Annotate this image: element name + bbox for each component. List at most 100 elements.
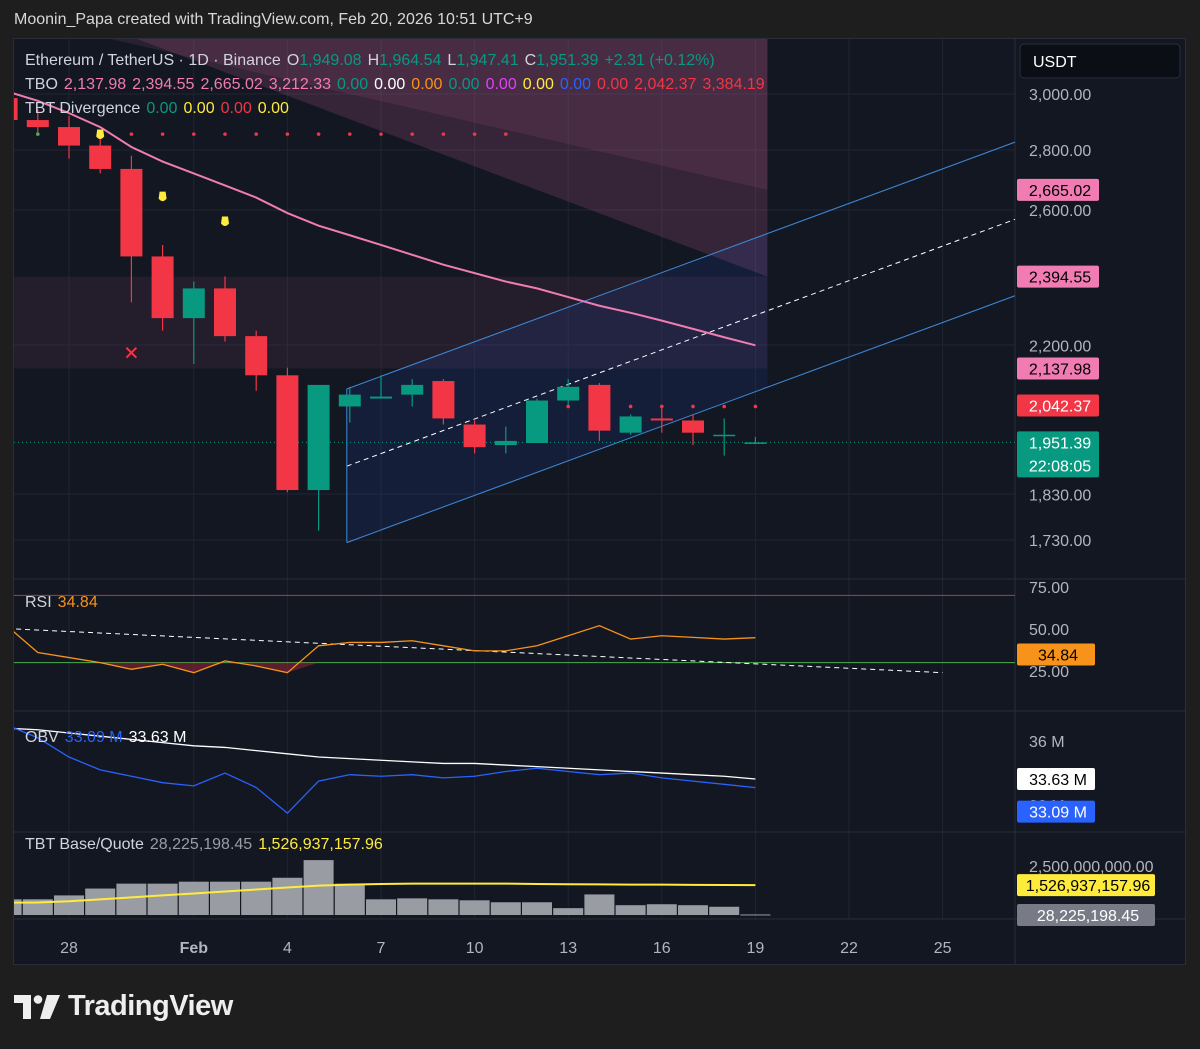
time-axis-label: 19 — [747, 940, 765, 957]
tbo-legend-value: 0.00 — [448, 76, 479, 93]
candle-body — [89, 145, 112, 169]
rsi-legend: RSI 34.84 — [25, 594, 98, 611]
rsi-line — [14, 624, 756, 674]
tradingview-brand: TradingView — [68, 990, 233, 1022]
candle-body — [463, 424, 486, 448]
volume-bar — [646, 904, 677, 915]
price-tag-label: 1,526,937,157.96 — [1026, 878, 1151, 895]
candle-body — [370, 396, 392, 399]
tbo-legend-value: TBO — [25, 76, 58, 93]
candle-body — [619, 416, 642, 433]
signal-dot — [660, 404, 664, 409]
tbo-legend-value: 0.00 — [411, 76, 442, 93]
tbo-legend-value: 0.00 — [560, 76, 591, 93]
divergence-legend-value: 0.00 — [146, 100, 177, 117]
tbo-ma-line — [14, 92, 756, 347]
volume-bar — [490, 902, 521, 915]
signal-dot — [504, 132, 508, 136]
volume-bar — [366, 899, 396, 915]
divergence-marker — [158, 191, 167, 202]
price-tag-label: 2,137.98 — [1029, 361, 1091, 378]
chart-credit: Moonin_Papa created with TradingView.com… — [14, 11, 533, 28]
candle-body — [151, 256, 174, 319]
chart-canvas[interactable]: 3,000.00 2,800.00 2,600.00 2,200.00 1,830.00… — [14, 39, 1186, 965]
rsi-legend-value: 34.84 — [58, 594, 98, 611]
volume-legend-value: TBT Base/Quote — [25, 836, 144, 853]
chart-panel[interactable]: 3,000.00 2,800.00 2,600.00 2,200.00 1,830.00… — [13, 38, 1186, 965]
volume-ma-line — [14, 882, 756, 904]
main-legend-value: H — [368, 52, 380, 69]
price-axis-label: 1,730.00 — [1029, 533, 1091, 550]
signal-dot — [691, 404, 695, 409]
tbo-cloud-upper — [14, 39, 768, 277]
regression-channel-mid — [346, 218, 1016, 467]
currency-box[interactable] — [1019, 43, 1181, 79]
rsi-axis-label: 50.00 — [1029, 622, 1069, 639]
price-tag-label: 1,951.39 — [1029, 435, 1091, 452]
main-legend-value: L — [447, 52, 456, 69]
candle-body — [557, 386, 580, 401]
main-legend-value: C — [525, 52, 537, 69]
regression-channel-fill — [346, 233, 768, 543]
signal-dot — [348, 132, 352, 136]
tbo-legend-value: 2,665.02 — [200, 76, 262, 93]
volume-bar — [14, 899, 22, 915]
signal-dot — [722, 404, 726, 409]
signal-dot — [628, 404, 633, 409]
candle-body — [14, 98, 18, 121]
candle-body — [26, 120, 49, 128]
volume-bar — [615, 905, 646, 915]
price-tag — [1017, 904, 1155, 926]
signal-dot — [285, 132, 290, 136]
candle-body — [401, 384, 424, 395]
divergence-x-marker — [125, 346, 138, 359]
divergence-legend-value: 0.00 — [221, 100, 252, 117]
tradingview-logo-icon — [14, 994, 60, 1019]
obv-line — [14, 727, 756, 815]
volume-bar — [54, 895, 84, 915]
signal-dot — [441, 132, 446, 136]
main-legend-value: 1,947.41 — [456, 52, 518, 69]
divergence-marker — [221, 216, 229, 226]
rsi-axis-label: 25.00 — [1029, 664, 1069, 681]
candle-body — [526, 400, 548, 444]
time-axis-label: 13 — [559, 940, 577, 957]
rsi-legend-value: RSI — [25, 594, 52, 611]
signal-dot — [160, 132, 165, 136]
price-axis-label: 1,830.00 — [1029, 487, 1091, 504]
price-tag — [1017, 800, 1095, 823]
price-tag — [1017, 178, 1099, 201]
price-tag — [1017, 643, 1095, 666]
obv-legend-value: 33.63 M — [129, 729, 187, 746]
signal-dot — [36, 132, 40, 136]
time-axis-label: Feb — [180, 940, 209, 957]
volume-legend-value: 1,526,937,157.96 — [258, 836, 383, 853]
tbo-legend-value: 3,384.19 — [702, 76, 764, 93]
tbo-legend-value: 2,394.55 — [132, 76, 194, 93]
obv-legend: OBV 33.09 M 33.63 M — [25, 729, 186, 746]
tbo-legend-value: 0.00 — [523, 76, 554, 93]
time-axis-label: 28 — [60, 940, 78, 957]
time-axis-label: 22 — [840, 940, 858, 957]
tbo-legend-value: 0.00 — [597, 76, 628, 93]
volume-bar — [210, 881, 240, 915]
rsi-trendline — [14, 628, 943, 674]
time-axis-label: 25 — [934, 940, 952, 957]
volume-bar — [522, 902, 552, 915]
tbo-cloud-lower — [14, 39, 768, 190]
candle-body — [338, 394, 361, 407]
volume-bar — [740, 914, 771, 916]
candle-body — [494, 440, 517, 446]
signal-dot — [597, 404, 602, 409]
volume-bar — [147, 883, 178, 915]
volume-bar — [709, 906, 740, 915]
candle-body — [276, 375, 299, 491]
candle-body — [432, 381, 455, 419]
signal-dot — [316, 132, 321, 136]
divergence-marker — [96, 129, 105, 140]
volume-bar — [85, 888, 116, 915]
tbo-legend-value: 2,137.98 — [64, 76, 126, 93]
volume-bar — [428, 899, 459, 915]
price-tag-label: 33.09 M — [1029, 805, 1087, 822]
volume-bar — [397, 898, 428, 915]
